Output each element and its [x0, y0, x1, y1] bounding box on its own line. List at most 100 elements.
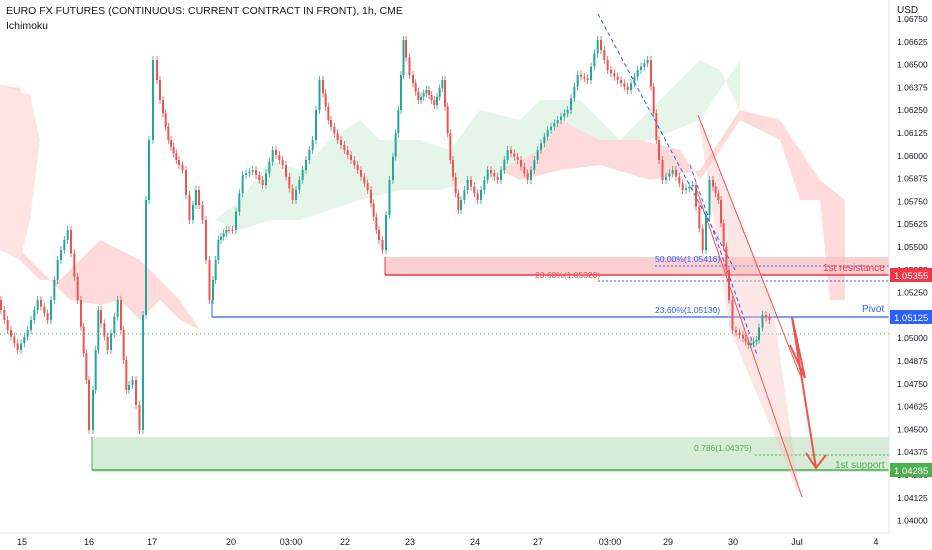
candle-body — [228, 230, 230, 231]
candle-body — [768, 317, 771, 320]
candle-body — [388, 180, 391, 215]
candle-body — [405, 40, 407, 58]
candle-body — [493, 173, 496, 177]
candle-body — [530, 170, 532, 180]
candle-body — [428, 90, 430, 95]
candle-body — [40, 300, 42, 307]
candle-body — [26, 330, 29, 337]
candle-body — [761, 315, 764, 328]
candle-body — [36, 300, 39, 310]
candle-body — [298, 180, 301, 190]
time-tick-label: 20 — [226, 537, 236, 547]
candle-body — [346, 150, 349, 155]
candle-body — [556, 120, 559, 124]
chart-title: EURO FX FUTURES (CONTINUOUS: CURRENT CON… — [6, 5, 403, 17]
support-price-text: 1.04285 — [894, 466, 928, 477]
candle-body — [82, 326, 85, 354]
candle-body — [0, 300, 2, 310]
candle-body — [446, 106, 449, 134]
candle-body — [626, 86, 629, 90]
candle-body — [63, 240, 66, 250]
candle-body — [324, 93, 327, 107]
candle-body — [722, 223, 725, 247]
time-tick-label: 23 — [405, 537, 415, 547]
candles — [0, 36, 771, 434]
candle-body — [3, 310, 6, 320]
candle-body — [278, 155, 281, 160]
candle-body — [43, 306, 46, 314]
candle-body — [454, 176, 457, 194]
candle-body — [520, 160, 522, 167]
candle-body — [688, 186, 691, 189]
candle-body — [500, 170, 502, 180]
candle-body — [23, 336, 26, 344]
pivot-price-tag — [890, 310, 932, 324]
price-tick-label: 1.06250 — [897, 105, 928, 115]
candle-body — [394, 133, 397, 157]
candle-body — [616, 76, 619, 80]
candle-body — [80, 300, 82, 327]
candle-body — [333, 126, 336, 134]
candle-body — [397, 110, 400, 134]
candle-body — [720, 200, 722, 224]
descending-channel-fill — [698, 115, 800, 497]
time-tick-label: 17 — [147, 537, 157, 547]
candle-body — [330, 120, 332, 127]
candle-body — [480, 190, 482, 200]
price-tick-label: 1.05875 — [897, 174, 928, 184]
projection-arrow — [789, 316, 827, 470]
candle-body — [188, 195, 191, 220]
candle-body — [125, 360, 128, 390]
candle-body — [340, 140, 342, 145]
candle-body — [430, 95, 433, 100]
candle-body — [422, 93, 425, 97]
price-tick-label: 1.05500 — [897, 242, 928, 252]
candle-body — [483, 180, 486, 190]
candle-body — [315, 110, 317, 140]
candle-body — [258, 175, 261, 180]
candle-body — [650, 60, 652, 87]
candle-body — [546, 130, 549, 137]
support-price-tag — [890, 463, 932, 477]
candle-body — [765, 315, 767, 318]
candle-body — [198, 190, 200, 205]
candle-body — [402, 40, 405, 75]
time-tick-label: 03:00 — [599, 537, 622, 547]
candle-body — [392, 156, 394, 180]
candle-body — [444, 80, 446, 107]
time-tick-label: 27 — [533, 537, 543, 547]
candle-body — [138, 405, 141, 430]
candle-body — [201, 205, 204, 220]
candle-body — [463, 190, 466, 200]
candle-body — [613, 73, 616, 77]
resistance-zone — [385, 257, 889, 275]
candle-body — [385, 215, 387, 250]
candle-body — [195, 190, 197, 205]
time-tick-label: 29 — [663, 537, 673, 547]
indicator-label[interactable]: Ichimoku — [6, 20, 49, 32]
time-axis[interactable]: 15 16 17 20 03:00 22 23 24 27 03:00 29 30 Jul 4 — [17, 537, 879, 547]
candle-body — [33, 310, 36, 320]
candle-body — [205, 220, 207, 260]
candle-body — [378, 230, 380, 240]
candle-body — [265, 173, 267, 185]
candle-body — [738, 332, 741, 335]
candle-body — [470, 180, 472, 187]
candle-body — [322, 80, 324, 94]
candle-body — [752, 341, 755, 344]
candle-body — [678, 176, 681, 184]
candle-body — [370, 190, 372, 204]
candle-body — [523, 166, 526, 174]
candle-body — [417, 91, 420, 100]
candle-body — [526, 173, 529, 180]
candle-body — [50, 300, 52, 320]
candle-body — [646, 60, 649, 64]
candle-body — [281, 160, 284, 165]
candle-body — [750, 343, 752, 345]
candle-body — [128, 385, 130, 390]
candle-body — [460, 200, 462, 210]
candle-body — [122, 330, 125, 360]
time-tick-label: 24 — [470, 537, 480, 547]
time-tick-label: Jul — [791, 537, 803, 547]
